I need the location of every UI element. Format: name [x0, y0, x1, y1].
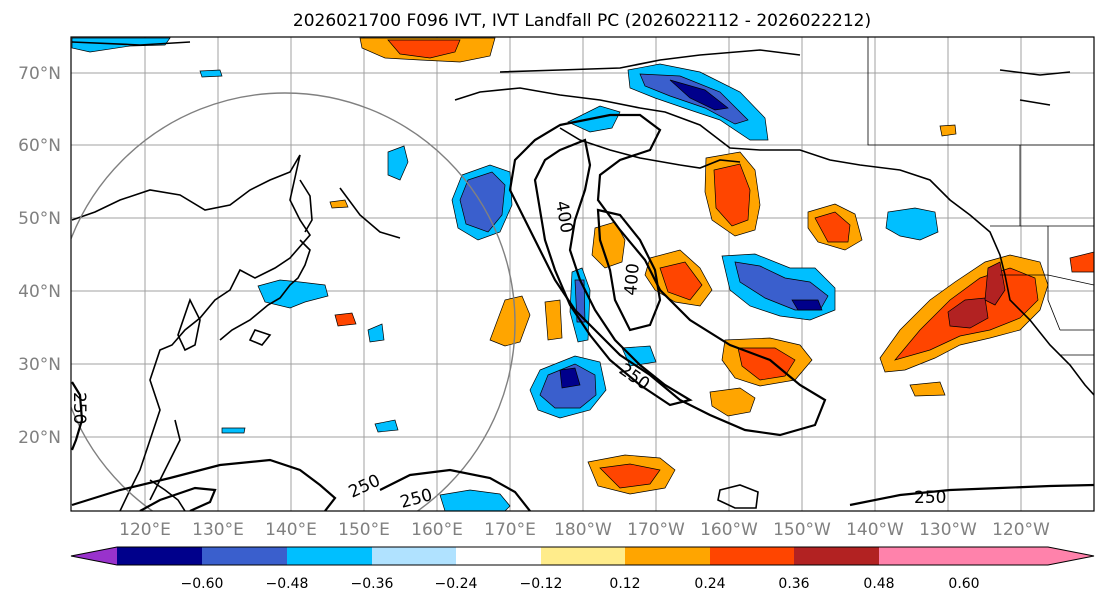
lon-label: 140°W — [846, 520, 904, 540]
ivt-contours — [71, 113, 1094, 511]
colorbar-segment — [456, 547, 541, 565]
colorbar-tick-label: −0.12 — [520, 576, 563, 592]
lat-label: 40°N — [18, 282, 61, 302]
figure-title: 2026021700 F096 IVT, IVT Landfall PC (20… — [293, 11, 871, 31]
colorbar-segment — [117, 547, 202, 565]
coastlines — [71, 41, 1094, 511]
lon-label: 170°E — [484, 520, 536, 540]
lat-label: 70°N — [18, 64, 61, 84]
lon-label: 150°W — [773, 520, 831, 540]
colorbar-tick-label: −0.60 — [181, 576, 224, 592]
colorbar-tick-label: 0.36 — [778, 576, 809, 592]
colorbar-segment — [202, 547, 287, 565]
map-panel: 400 400 250 250 250 250 250 — [69, 36, 1095, 512]
colorbar-tick-label: 0.48 — [863, 576, 894, 592]
lon-label: 150°E — [338, 520, 390, 540]
colorbar: −0.60 −0.48 −0.36 −0.24 −0.12 0.12 0.24 … — [70, 546, 1095, 592]
contour-label: 250 — [914, 488, 946, 508]
colorbar-outline — [70, 546, 1095, 566]
colorbar-tick-label: 0.12 — [609, 576, 640, 592]
colorbar-tick-label: −0.24 — [435, 576, 478, 592]
lon-label: 140°E — [265, 520, 317, 540]
lon-label: 130°W — [919, 520, 977, 540]
contour-label: 400 — [621, 262, 644, 296]
colorbar-segment — [794, 547, 879, 565]
colorbar-extend-low — [71, 547, 117, 565]
colorbar-segment — [879, 547, 964, 565]
colorbar-segment — [287, 547, 372, 565]
colorbar-tick-label: 0.60 — [948, 576, 979, 592]
map-frame — [70, 36, 1095, 512]
lon-label: 170°W — [627, 520, 685, 540]
colorbar-tick-label: 0.24 — [694, 576, 725, 592]
analog-radius-circle — [71, 92, 516, 511]
ivt-shading — [71, 37, 1094, 511]
lat-label: 30°N — [18, 355, 61, 375]
longitude-labels: 120°E 130°E 140°E 150°E 160°E 170°E 180°… — [119, 520, 1050, 540]
contour-label: 250 — [69, 392, 89, 424]
latitude-labels: 70°N 60°N 50°N 40°N 30°N 20°N — [18, 64, 61, 448]
lon-label: 130°E — [192, 520, 244, 540]
lon-label: 120°W — [992, 520, 1050, 540]
colorbar-tick-label: −0.48 — [266, 576, 309, 592]
lat-label: 20°N — [18, 428, 61, 448]
lon-label: 180°W — [554, 520, 612, 540]
lon-label: 160°W — [700, 520, 758, 540]
lat-label: 50°N — [18, 209, 61, 229]
colorbar-segment — [372, 547, 456, 565]
colorbar-segment — [541, 547, 625, 565]
lon-label: 160°E — [411, 520, 463, 540]
colorbar-segment — [625, 547, 710, 565]
lat-label: 60°N — [18, 136, 61, 156]
colorbar-extend-high — [964, 547, 1094, 565]
colorbar-tick-label: −0.36 — [351, 576, 394, 592]
colorbar-segment — [710, 547, 794, 565]
boundaries — [867, 37, 1094, 356]
lon-label: 120°E — [119, 520, 171, 540]
